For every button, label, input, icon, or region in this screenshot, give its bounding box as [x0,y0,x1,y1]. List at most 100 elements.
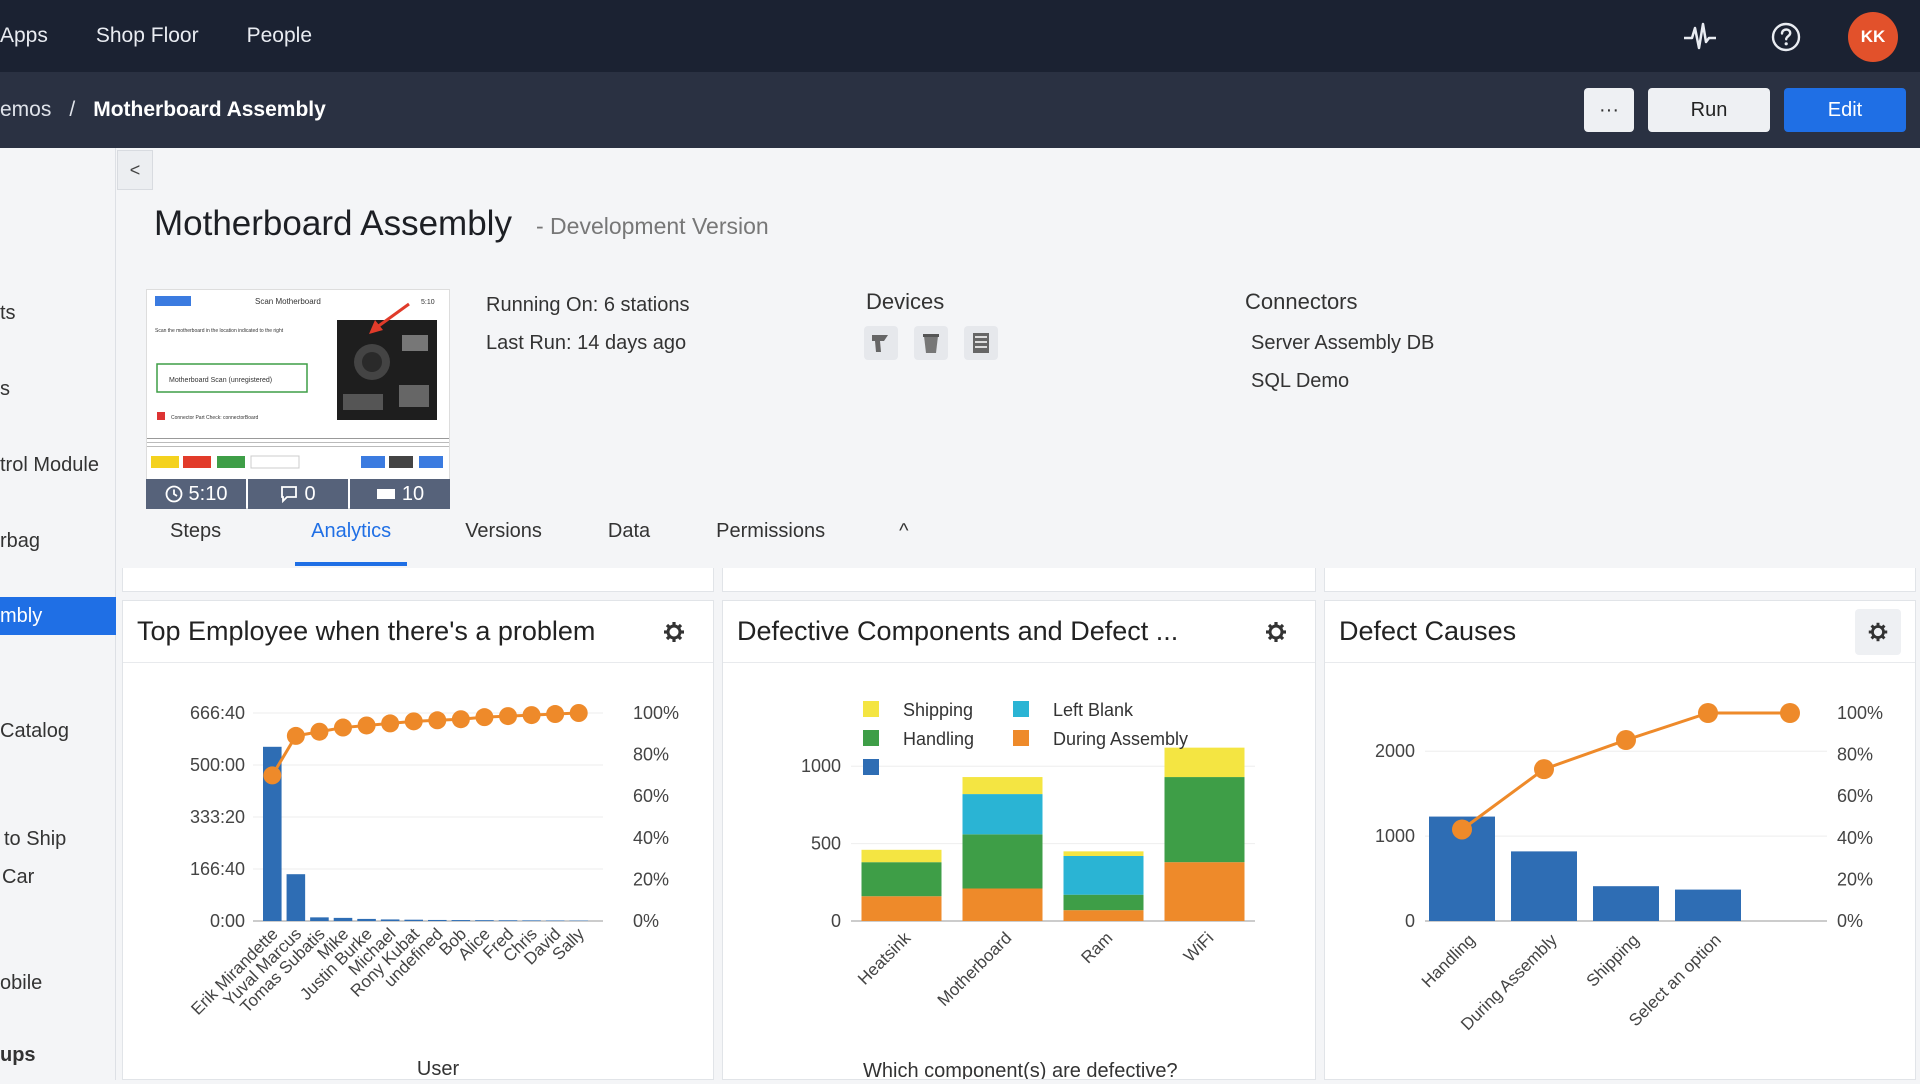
stacked-bar-segment [963,777,1043,794]
running-on-text: Running On: 6 stations [486,294,689,317]
edit-button[interactable]: Edit [1784,88,1906,132]
sidebar-item-6[interactable]: Catalog [0,720,69,743]
tabs-collapse-toggle[interactable]: ^ [875,520,932,566]
y2-tick-label: 80% [633,745,669,765]
stacked-bar-segment [1064,851,1144,856]
run-button[interactable]: Run [1648,88,1770,132]
thumb-field: Motherboard Scan (unregistered) [169,377,272,384]
sidebar-item-1[interactable]: ts [0,302,16,325]
device-icons [864,326,998,360]
breadcrumb-current: Motherboard Assembly [93,98,326,122]
cumulative-point [523,706,541,724]
thumb-stat-time: 5:10 [146,479,246,509]
gear-icon [1866,620,1890,644]
stacked-bar-segment [963,794,1043,834]
legend-swatch [863,759,879,775]
defect-causes-chart: 0100020000%20%40%60%80%100%HandlingDurin… [1325,663,1915,1079]
chart-card-defective-components: Defective Components and Defect ... 0 500… [722,600,1316,1080]
activity-pulse-icon[interactable] [1676,13,1724,61]
sidebar-item-10[interactable]: ups [0,1044,36,1067]
tab-versions[interactable]: Versions [441,520,566,566]
more-button[interactable]: ··· [1584,88,1634,132]
sidebar-item-9[interactable]: obile [0,972,42,995]
bar [1675,890,1741,921]
cumulative-point [1780,703,1800,723]
sidebar: ts s trol Module rbag mbly Catalog to Sh… [0,148,116,1080]
sidebar-item-4[interactable]: rbag [0,530,40,553]
card-header: Defective Components and Defect ... [723,601,1315,663]
app-thumbnail[interactable]: Scan Motherboard 5:10 Scan the motherboa… [146,289,450,509]
top-nav: Apps Shop Floor People [0,0,360,72]
y2-tick-label: 0% [1837,911,1863,931]
tab-analytics[interactable]: Analytics [287,520,415,566]
bar [1593,886,1659,921]
x-tick-label: Motherboard [934,928,1016,1010]
user-avatar[interactable]: KK [1848,12,1898,62]
nav-apps[interactable]: Apps [0,24,48,48]
thumb-check: Connector Part Check: connectorBoard [171,415,258,421]
top-navbar: Apps Shop Floor People KK [0,0,1920,72]
cumulative-point [546,705,564,723]
bar [310,917,329,921]
cumulative-point [405,712,423,730]
connector-server-assembly-db[interactable]: Server Assembly DB [1251,332,1434,355]
sidebar-item-active[interactable]: mbly [0,597,116,635]
help-icon[interactable] [1762,13,1810,61]
barcode-scanner-icon [864,326,898,360]
devices-label: Devices [866,289,944,315]
stacked-bar-segment [1165,777,1245,862]
tab-permissions[interactable]: Permissions [692,520,849,566]
sidebar-item-8[interactable]: Car [2,866,34,889]
stacked-bar-segment [862,850,942,862]
x-tick-label: WiFi [1180,928,1217,965]
chart-title: Defect Causes [1339,616,1516,647]
gear-icon[interactable] [1263,619,1289,645]
cumulative-point [1534,759,1554,779]
stacked-bar-segment [963,888,1043,921]
cumulative-point [287,727,305,745]
legend-label: Shipping [903,700,973,720]
nav-shop-floor[interactable]: Shop Floor [96,24,199,48]
y-tick-label: 500 [811,834,841,854]
thumb-stat-steps-value: 10 [402,483,424,506]
gear-icon[interactable] [661,619,687,645]
tab-steps[interactable]: Steps [146,520,245,566]
cumulative-point [1698,703,1718,723]
sidebar-item-3[interactable]: trol Module [0,454,99,477]
chart-title: Defective Components and Defect ... [737,616,1178,647]
sidebar-item-2[interactable]: s [0,378,10,401]
y-tick-label: 0 [831,911,841,931]
comment-icon [280,485,298,503]
thumbnail-stats: 5:10 0 10 [146,479,450,509]
stacked-bar-segment [862,896,942,921]
app-tabs: Steps Analytics Versions Data Permission… [146,520,990,566]
cumulative-point [1616,730,1636,750]
y-tick-label: 666:40 [190,703,245,723]
steps-icon [376,487,396,501]
connector-sql-demo[interactable]: SQL Demo [1251,370,1349,393]
nav-people[interactable]: People [247,24,312,48]
y2-tick-label: 20% [633,869,669,889]
connectors-label: Connectors [1245,289,1358,315]
thumb-stat-steps: 10 [350,479,450,509]
tab-data[interactable]: Data [584,520,674,566]
bar [475,920,494,921]
cumulative-point [1452,819,1472,839]
sidebar-item-7[interactable]: to Ship [4,828,66,851]
thumb-time: 5:10 [421,299,435,306]
cumulative-point [263,766,281,784]
printer-icon [964,326,998,360]
previous-row-card-2 [722,568,1316,592]
bar [357,919,376,921]
y-tick-label: 0 [1405,911,1415,931]
y2-tick-label: 40% [1837,828,1873,848]
thumb-stat-comments-value: 0 [304,483,315,506]
y2-tick-label: 100% [1837,703,1883,723]
breadcrumb-parent[interactable]: emos [0,98,51,122]
cumulative-point [452,710,470,728]
gear-button[interactable] [1855,609,1901,655]
legend-label: During Assembly [1053,729,1188,749]
collapse-sidebar-button[interactable]: < [117,150,153,190]
